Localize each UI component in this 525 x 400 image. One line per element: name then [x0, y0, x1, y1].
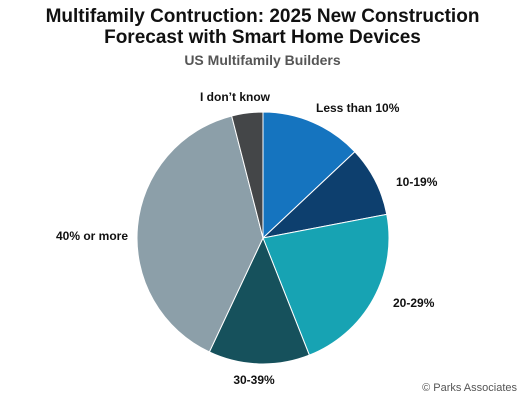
slice-label-less-than-10: Less than 10% — [316, 101, 400, 115]
copyright-credit: © Parks Associates — [422, 382, 517, 394]
chart-title-line-2: Forecast with Smart Home Devices — [104, 27, 421, 48]
pie-slice-30-39 — [208, 236, 311, 365]
slice-label-i-don-t-know: I don’t know — [200, 90, 271, 104]
pie-slice-20-29 — [262, 213, 390, 356]
chart-subtitle: US Multifamily Builders — [184, 52, 341, 68]
chart-title: Multifamily Contruction: 2025 New Constr… — [0, 6, 525, 48]
slice-label-10-19: 10-19% — [396, 175, 438, 189]
slice-label-30-39: 30-39% — [233, 373, 275, 387]
pie-slice-i-don-t-know — [231, 111, 264, 239]
slice-label-20-29: 20-29% — [393, 296, 435, 310]
slice-label-40-or-more: 40% or more — [56, 229, 128, 243]
pie-slice-40-or-more — [136, 115, 264, 353]
chart-title-line-1: Multifamily Contruction: 2025 New Constr… — [45, 6, 480, 27]
pie-slice-less-than-10 — [262, 111, 356, 240]
